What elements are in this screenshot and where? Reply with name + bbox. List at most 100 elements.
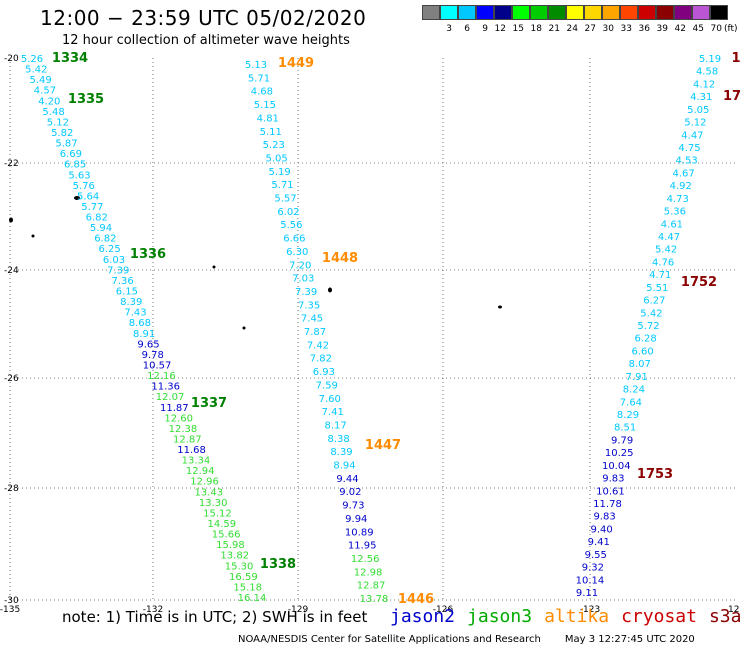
satellite-legend-item: s3a: [708, 606, 740, 627]
scale-swatch: [710, 5, 728, 20]
wave-height-value: 4.47: [658, 232, 680, 243]
island-mark: [498, 305, 502, 309]
wave-height-value: 5.19: [699, 54, 721, 65]
wave-height-value: 5.57: [274, 194, 296, 205]
scale-swatch: [494, 5, 512, 20]
wave-height-value: 4.53: [675, 156, 697, 167]
pass-number-label: 1334: [52, 51, 88, 66]
wave-height-value: 6.03: [103, 255, 125, 266]
wave-height-value: 12.87: [173, 434, 202, 445]
longitude-tick-label: -129: [288, 605, 309, 615]
wave-height-value: 4.71: [649, 270, 671, 281]
scale-swatch: [530, 5, 548, 20]
wave-height-value: 5.15: [254, 100, 276, 111]
scale-label: 12: [494, 24, 506, 34]
wave-height-value: 15.98: [216, 540, 245, 551]
wave-height-value: 7.82: [310, 354, 332, 365]
wave-height-value: 6.27: [643, 296, 665, 307]
wave-height-value: 5.48: [42, 107, 64, 118]
wave-height-value: 12.98: [354, 567, 383, 578]
credit-text: NOAA/NESDIS Center for Satellite Applica…: [238, 634, 541, 645]
scale-label: 42: [674, 24, 686, 34]
scale-label: 45: [692, 24, 704, 34]
wave-height-value: 13.78: [360, 594, 389, 605]
scale-swatch: [656, 5, 674, 20]
wave-height-value: 5.76: [73, 181, 95, 192]
wave-height-value: 6.30: [286, 247, 308, 258]
wave-height-value: 7.35: [298, 300, 320, 311]
wave-height-value: 12.16: [147, 371, 176, 382]
pass-number-label: 1337: [191, 396, 227, 411]
pass-number-label: 17: [723, 89, 740, 104]
wave-height-value: 12.07: [156, 392, 185, 403]
scale-swatch: [602, 5, 620, 20]
satellite-legend-item: jason2: [390, 606, 456, 627]
pass-number-label: 1338: [260, 557, 296, 572]
latitude-tick-label: -22: [4, 159, 19, 169]
wave-height-value: 15.66: [212, 530, 241, 541]
scale-label: 27: [584, 24, 596, 34]
scale-label: 21: [548, 24, 560, 34]
wave-height-value: 6.02: [277, 207, 299, 218]
wave-height-value: 7.91: [626, 372, 648, 383]
scale-swatch: [584, 5, 602, 20]
wave-height-value: 4.68: [251, 87, 273, 98]
wave-height-value: 5.63: [68, 170, 90, 181]
island-mark: [242, 326, 246, 330]
wave-height-value: 5.87: [55, 139, 77, 150]
wave-height-value: 15.30: [225, 561, 254, 572]
scale-label: 6: [464, 24, 470, 34]
wave-height-value: 12.60: [164, 413, 193, 424]
wave-height-value: 6.82: [94, 234, 116, 245]
wave-height-value: 9.79: [611, 435, 633, 446]
wave-height-value: 4.58: [696, 67, 718, 78]
wave-height-value: 6.82: [86, 213, 108, 224]
wave-height-value: 10.89: [345, 527, 374, 538]
wave-height-value: 6.15: [116, 287, 138, 298]
wave-height-value: 9.02: [339, 487, 361, 498]
wave-height-value: 12.87: [357, 581, 386, 592]
wave-height-value: 12.96: [190, 477, 219, 488]
latitude-tick-label: -24: [4, 266, 19, 276]
wave-height-value: 13.34: [182, 456, 211, 467]
scale-label: 30: [602, 24, 614, 34]
island-mark: [31, 234, 35, 238]
pass-number-label: 1753: [637, 467, 673, 482]
wave-height-value: 11.68: [177, 445, 206, 456]
wave-height-value: 6.93: [313, 367, 335, 378]
satellite-legend: jason2 jason3 altika cryosat s3a: [390, 606, 740, 627]
wave-height-value: 7.59: [316, 380, 338, 391]
wave-height-value: 4.12: [693, 79, 715, 90]
wave-height-value: 7.20: [289, 260, 311, 271]
scale-label: 9: [482, 24, 488, 34]
wave-height-value: 15.18: [233, 582, 262, 593]
scale-label: 15: [512, 24, 524, 34]
wave-height-value: 5.42: [25, 65, 47, 76]
wave-height-value: 10.61: [596, 486, 625, 497]
wave-height-value: 6.60: [632, 346, 654, 357]
wave-height-value: 7.60: [319, 394, 341, 405]
pass-number-label: 1335: [68, 92, 104, 107]
wave-height-value: 7.39: [107, 265, 129, 276]
islands: [9, 196, 502, 330]
wave-height-value: 5.42: [655, 245, 677, 256]
wave-height-value: 8.51: [614, 423, 636, 434]
scale-swatch: [440, 5, 458, 20]
scale-label: 18: [530, 24, 542, 34]
wave-height-value: 5.12: [684, 118, 706, 129]
wave-height-value: 7.64: [620, 397, 642, 408]
scale-swatch: [476, 5, 494, 20]
pass-number-label: 1449: [278, 56, 314, 71]
island-mark: [74, 196, 80, 200]
wave-height-value: 4.73: [667, 194, 689, 205]
wave-height-value: 10.04: [602, 461, 631, 472]
latitude-tick-label: -28: [4, 484, 19, 494]
map-subtitle: 12 hour collection of altimeter wave hei…: [62, 33, 350, 48]
wave-height-value: 10.14: [576, 575, 605, 586]
units-note: note: 1) Time is in UTC; 2) SWH is in fe…: [62, 608, 368, 626]
scale-label: 24: [566, 24, 578, 34]
map-title: 12:00 − 23:59 UTC 05/02/2020: [40, 6, 367, 30]
wave-height-value: 8.29: [617, 410, 639, 421]
wave-height-value: 8.17: [325, 420, 347, 431]
wave-height-value: 4.20: [38, 96, 60, 107]
